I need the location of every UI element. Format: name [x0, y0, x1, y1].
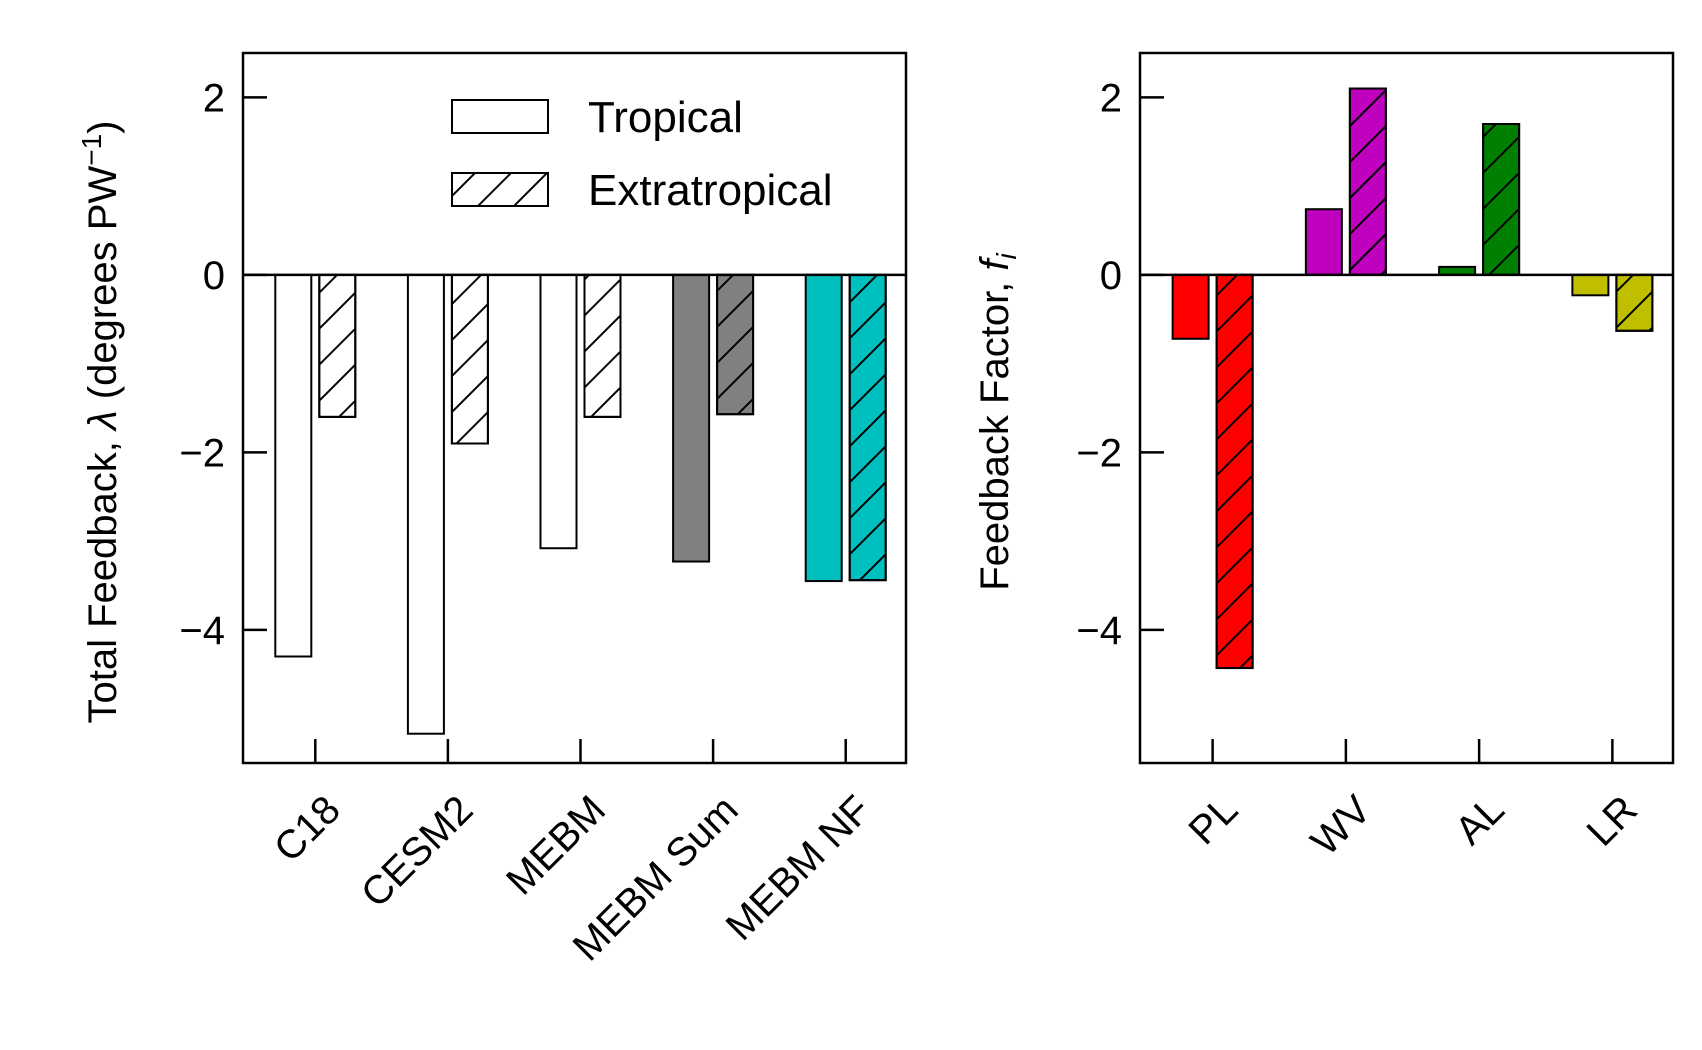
left-bar-mebm-sum-extratropical-hatch [716, 273, 755, 416]
left-y-axis-title-exponent: −1 [76, 134, 107, 166]
right-chart-panel: 2 0 −2 −4 PL WV AL LR Feedback Factor, fi [973, 51, 1675, 864]
right-y-axis-title: Feedback Factor, fi [973, 252, 1022, 590]
right-y-axis-title-sub: i [991, 252, 1022, 259]
right-y-tick-label: −4 [1076, 609, 1122, 653]
left-y-axis-title-unit: (degrees PW [81, 166, 125, 411]
right-plot-frame [1138, 51, 1675, 765]
right-bar-pl-tropical [1171, 273, 1210, 340]
left-bar-mebm-nf-tropical [804, 273, 843, 583]
left-y-axis-title-main: Total Feedback, [81, 430, 125, 724]
left-y-ticks: 2 0 −2 −4 [179, 76, 267, 653]
left-y-axis-title-symbol: λ [81, 410, 125, 432]
left-y-tick-label: 0 [203, 254, 225, 298]
left-y-axis-title: Total Feedback, λ (degrees PW−1) [76, 121, 125, 724]
right-y-tick-label: 0 [1100, 254, 1122, 298]
left-y-axis-title-close: ) [81, 121, 125, 134]
left-bar-cesm2-extratropical-hatch [450, 273, 489, 445]
right-y-tick-label: 2 [1100, 76, 1122, 120]
right-bars [1171, 87, 1654, 670]
left-bar-mebm-extratropical-hatch [583, 273, 622, 418]
right-x-tick-label-lr: LR [1579, 787, 1646, 854]
legend-swatch-extratropical [451, 172, 549, 207]
right-x-tick-label-pl: PL [1180, 787, 1246, 853]
right-y-ticks: 2 0 −2 −4 [1076, 76, 1164, 653]
left-y-tick-label: 2 [203, 76, 225, 120]
right-x-tick-label-wv: WV [1303, 787, 1380, 864]
left-y-tick-label: −2 [179, 431, 225, 475]
left-bars [274, 273, 887, 735]
legend: Tropical Extratropical [451, 93, 833, 215]
left-x-tick-label-c18: C18 [266, 787, 349, 870]
left-y-tick-label: −4 [179, 609, 225, 653]
right-bar-pl-extratropical-hatch [1215, 273, 1254, 670]
left-x-tick-label-cesm2: CESM2 [353, 787, 482, 916]
left-bar-c18-tropical [274, 273, 313, 658]
right-bar-lr-tropical [1571, 273, 1610, 297]
right-bar-al-extratropical-hatch [1482, 123, 1521, 276]
right-x-ticks: PL WV AL LR [1180, 739, 1646, 864]
left-bar-mebm-sum-tropical [672, 273, 711, 563]
left-bar-mebm-nf-extratropical-hatch [848, 273, 887, 582]
right-bar-wv-extratropical-hatch [1348, 87, 1387, 276]
right-y-tick-label: −2 [1076, 431, 1122, 475]
legend-swatch-tropical [451, 99, 549, 134]
right-bar-lr-extratropical-hatch [1615, 273, 1654, 332]
left-plot-frame [241, 51, 908, 765]
right-bar-wv-tropical [1304, 208, 1343, 276]
right-x-tick-label-al: AL [1447, 787, 1513, 853]
right-y-axis-title-main: Feedback Factor, [973, 271, 1017, 591]
legend-label-extratropical: Extratropical [588, 166, 833, 215]
left-bar-cesm2-tropical [406, 273, 445, 735]
legend-label-tropical: Tropical [588, 93, 743, 142]
left-x-tick-label-mebm: MEBM [498, 787, 614, 903]
left-bar-c18-extratropical-hatch [318, 273, 357, 418]
left-bar-mebm-tropical [539, 273, 578, 550]
left-x-tick-label-mebm-nf: MEBM NF [718, 787, 880, 949]
